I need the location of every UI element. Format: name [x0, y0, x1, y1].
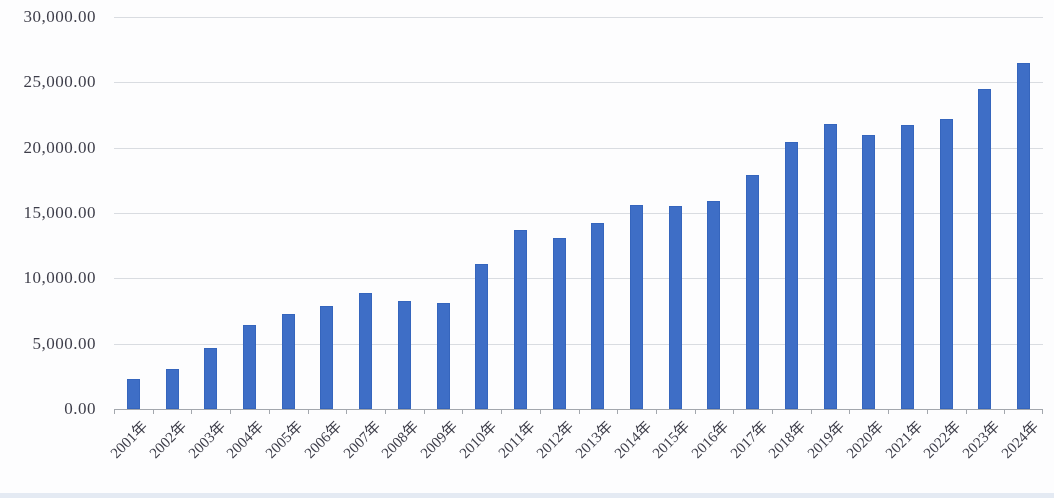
bar-2005年	[281, 313, 295, 409]
bar-2013年	[591, 223, 605, 409]
bar-2020年	[862, 134, 876, 409]
x-tick-label: 2018年	[766, 418, 810, 462]
x-axis-tick	[152, 409, 154, 414]
x-tick-label: 2011年	[495, 418, 539, 462]
x-tick-label: 2008年	[379, 418, 423, 462]
x-axis-tick	[1004, 409, 1006, 414]
bar-2019年	[823, 124, 837, 409]
bar-2015年	[668, 206, 682, 409]
x-tick-label: 2006年	[301, 418, 346, 462]
x-tick-label: 2010年	[456, 418, 500, 462]
x-axis-tick	[501, 409, 503, 414]
bar-2010年	[475, 263, 489, 409]
x-tick-label: 2022年	[921, 418, 965, 462]
x-axis-tick	[772, 409, 774, 414]
x-axis-tick	[423, 409, 425, 414]
x-axis-tick	[268, 409, 270, 414]
x-axis-tick	[888, 409, 890, 414]
y-tick-label: 25,000.00	[23, 72, 96, 92]
x-tick-label: 2024年	[998, 418, 1042, 462]
x-tick-label: 2012年	[534, 418, 578, 462]
y-tick-label: 5,000.00	[32, 333, 96, 353]
bar-2014年	[630, 205, 644, 409]
x-axis-tick	[965, 409, 967, 414]
bar-2022年	[939, 118, 953, 409]
bar-2001年	[126, 378, 140, 409]
x-tick-label: 2004年	[224, 418, 268, 462]
bar-2011年	[513, 230, 527, 409]
bar-2017年	[746, 175, 760, 409]
bar-2024年	[1017, 62, 1031, 409]
x-axis-tick	[539, 409, 541, 414]
x-axis-tick	[114, 409, 115, 414]
x-axis-tick	[733, 409, 735, 414]
bar-2023年	[978, 88, 992, 409]
gridline-10000	[114, 278, 1043, 280]
bar-2016年	[707, 201, 721, 409]
y-tick-label: 0.00	[64, 399, 96, 418]
bar-2021年	[901, 125, 915, 409]
x-axis-tick	[346, 409, 348, 414]
y-tick-label: 10,000.00	[23, 268, 96, 288]
x-axis-tick	[230, 409, 232, 414]
x-axis-tick	[191, 409, 193, 414]
x-axis-tick	[462, 409, 464, 414]
bar-2004年	[242, 325, 256, 409]
x-tick-label: 2020年	[843, 418, 887, 462]
x-axis-tick	[617, 409, 619, 414]
bar-2012年	[552, 237, 566, 409]
x-axis-tick	[578, 409, 580, 414]
gridline-5000	[114, 343, 1043, 345]
x-axis-tick	[307, 409, 309, 414]
x-tick-label: 2021年	[882, 418, 926, 462]
x-axis-tick	[694, 409, 696, 414]
x-axis-tick	[926, 409, 928, 414]
x-tick-label: 2019年	[805, 418, 849, 462]
y-tick-label: 30,000.00	[23, 7, 96, 26]
bar-2006年	[320, 305, 334, 409]
bar-2008年	[397, 300, 411, 409]
gridline-25000	[114, 82, 1043, 84]
gridline-30000	[114, 17, 1043, 18]
x-tick-label: 2007年	[340, 418, 384, 462]
bar-2002年	[165, 368, 179, 409]
x-tick-label: 2003年	[185, 418, 229, 462]
x-tick-label: 2016年	[688, 418, 733, 462]
x-tick-label: 2014年	[611, 418, 655, 462]
x-axis-tick	[849, 409, 851, 414]
x-tick-label: 2023年	[959, 418, 1004, 462]
x-axis-tick	[384, 409, 386, 414]
x-axis-tick	[1042, 409, 1043, 414]
bar-2003年	[204, 347, 218, 409]
gridline-15000	[114, 213, 1043, 214]
x-tick-label: 2017年	[727, 418, 771, 462]
x-tick-label: 2001年	[108, 418, 152, 462]
x-tick-label: 2009年	[418, 418, 462, 462]
y-tick-label: 20,000.00	[23, 137, 96, 157]
gridline-20000	[114, 147, 1043, 149]
plot-area	[114, 17, 1043, 414]
bar-2018年	[784, 142, 798, 409]
bar-2007年	[359, 292, 373, 409]
bottom-strip	[0, 493, 1054, 498]
x-tick-label: 2005年	[263, 418, 307, 462]
bar-2009年	[436, 303, 450, 409]
y-tick-label: 15,000.00	[23, 203, 96, 222]
x-axis-tick	[655, 409, 657, 414]
x-tick-label: 2015年	[650, 418, 694, 462]
x-axis-tick	[810, 409, 812, 414]
x-tick-label: 2002年	[147, 418, 191, 462]
x-tick-label: 2013年	[572, 418, 617, 462]
